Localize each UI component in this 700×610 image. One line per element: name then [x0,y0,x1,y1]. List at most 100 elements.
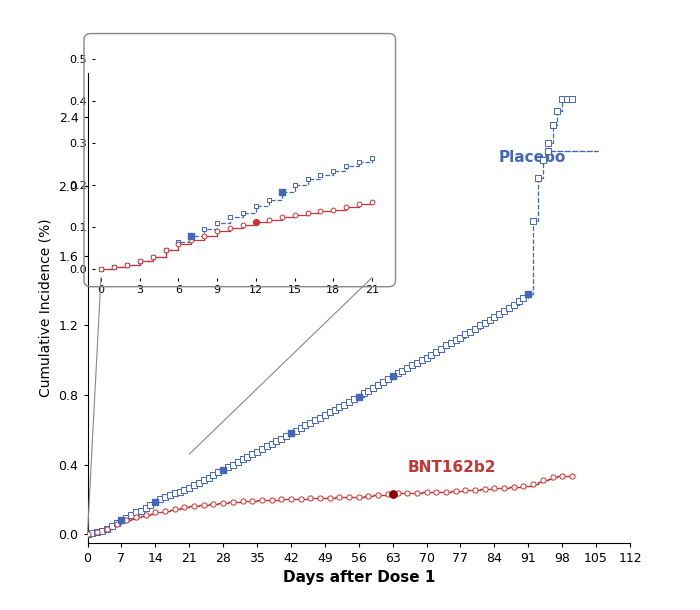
Point [435,344,447,354]
Point [489,483,500,493]
Point [344,397,355,407]
Point [160,245,171,255]
Point [566,95,578,104]
Point [276,187,287,196]
Point [276,495,287,504]
Point [125,510,136,520]
Point [155,495,166,504]
Point [183,483,195,493]
Point [339,400,350,409]
Point [225,223,236,233]
Point [518,293,529,303]
Point [164,490,176,500]
Point [276,212,287,221]
Point [97,526,108,536]
Point [470,324,481,334]
Point [397,366,408,376]
Point [552,107,563,117]
Point [392,368,403,378]
Point [232,457,244,467]
Point [134,256,146,266]
Point [561,95,573,104]
Point [186,231,197,240]
Point [290,426,302,436]
Point [412,488,423,498]
Point [135,506,146,515]
Point [218,465,229,475]
Point [508,482,519,492]
Point [295,423,306,433]
Point [295,494,306,504]
Point [479,484,490,494]
Point [363,490,374,500]
Point [246,450,258,459]
Point [465,327,476,337]
Point [208,499,219,509]
Point [328,166,339,176]
Point [261,442,272,451]
Point [289,210,300,220]
Point [304,418,316,428]
Point [518,481,529,491]
Point [528,479,539,489]
Point [372,381,384,390]
Point [193,478,204,488]
Point [542,138,553,148]
Point [302,174,313,184]
Point [218,498,229,508]
Point [120,513,132,523]
Point [95,264,106,274]
Point [203,473,214,483]
Point [353,392,364,401]
Point [416,356,427,365]
Point [547,121,558,131]
Point [542,146,553,156]
Point [92,528,103,537]
Point [523,289,534,299]
Point [421,353,432,362]
Point [523,289,534,299]
Point [508,301,519,310]
Point [130,512,141,522]
Point [353,492,364,501]
Point [228,497,239,507]
Point [430,487,442,497]
Point [367,153,378,163]
Point [324,493,335,503]
Point [402,488,413,498]
Point [188,481,199,490]
Point [160,506,171,516]
X-axis label: Days after Dose 1: Days after Dose 1 [283,570,435,586]
Point [140,503,151,513]
Point [556,471,568,481]
Point [188,501,199,511]
Point [450,336,461,345]
Point [363,386,374,395]
Point [489,312,500,321]
Point [304,493,316,503]
Point [198,475,209,485]
Point [111,519,122,529]
Point [387,371,398,381]
Point [334,492,345,502]
Point [108,262,120,272]
Point [251,201,262,211]
Point [537,156,548,165]
Point [82,529,93,539]
Point [479,318,490,328]
Point [241,452,253,462]
Point [367,197,378,207]
Point [121,260,132,270]
Point [387,489,398,499]
Point [160,245,171,255]
Point [353,392,364,401]
Point [537,475,548,485]
Point [237,454,248,464]
Point [382,375,393,384]
Point [421,487,432,497]
Point [300,421,311,431]
Point [178,485,190,495]
Point [223,462,234,472]
Point [251,217,262,227]
Point [211,218,223,228]
